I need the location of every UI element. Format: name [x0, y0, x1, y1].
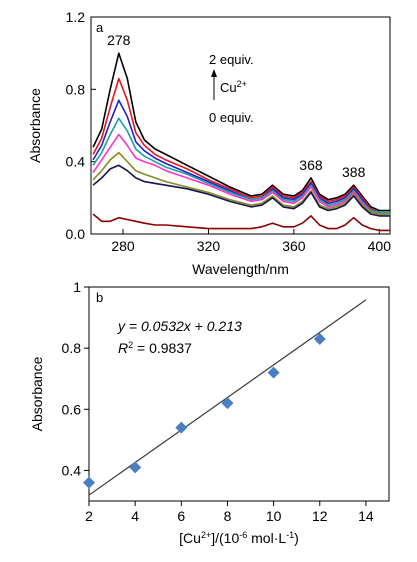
- x-tick-label: 360: [282, 238, 306, 254]
- panel-a-letter: a: [96, 20, 104, 35]
- panel-a-x-ticks: 280 320 360 400: [111, 229, 391, 254]
- spectrum-series-line: [92, 213, 390, 232]
- spectrum-series-line: [92, 77, 390, 214]
- annotation-bottom-label: 0 equiv.: [209, 110, 254, 125]
- y-tick-label: 0.6: [62, 401, 82, 417]
- data-point-marker: [267, 366, 280, 379]
- panel-b-points-group: [83, 332, 326, 489]
- x-tick-label: 280: [111, 238, 135, 254]
- y-tick-label: 0.0: [66, 226, 86, 242]
- panel-b-x-ticks: 2 4 6 8 10 12 14: [85, 501, 374, 524]
- data-point-marker: [129, 461, 142, 474]
- y-tick-label: 0.8: [66, 81, 86, 97]
- panel-b-y-ticks: 0.4 0.6 0.8 1: [62, 279, 89, 478]
- x-tick-label: 4: [131, 508, 139, 524]
- data-point-marker: [221, 397, 234, 410]
- titration-annotation: 2 equiv. Cu2+ 0 equiv.: [209, 52, 254, 125]
- y-tick-label: 1: [73, 279, 81, 295]
- x-tick-label: 14: [358, 508, 374, 524]
- arrow-up-icon: [211, 69, 217, 77]
- panel-a-x-axis-label: Wavelength/nm: [192, 261, 289, 277]
- x-tick-label: 2: [85, 508, 93, 524]
- x-tick-label: 400: [368, 238, 392, 254]
- panel-a-plot-frame: [90, 16, 391, 235]
- y-tick-label: 1.2: [66, 9, 86, 25]
- peak-label-388: 388: [342, 164, 366, 180]
- spectrum-series-line: [92, 133, 390, 215]
- panel-b-letter: b: [96, 290, 103, 305]
- fit-r-squared: R2 = 0.9837: [118, 340, 192, 356]
- panel-b-calibration-chart: 2 4 6 8 10 12 14 0.4 0.6 0.8 1 b y = 0.0532x + 0.…: [29, 279, 390, 546]
- data-point-marker: [175, 421, 188, 434]
- x-tick-label: 320: [197, 238, 221, 254]
- peak-label-278: 278: [107, 32, 131, 48]
- data-point-marker: [313, 332, 326, 345]
- spectrum-series-line: [92, 117, 390, 214]
- y-tick-label: 0.4: [66, 154, 86, 170]
- x-tick-label: 12: [312, 508, 328, 524]
- annotation-ion-label: Cu2+: [220, 79, 247, 95]
- x-tick-label: 10: [266, 508, 282, 524]
- spectrum-series-line: [92, 164, 390, 217]
- fit-equation: y = 0.0532x + 0.213: [117, 318, 242, 334]
- panel-b-plot-frame: [88, 286, 390, 502]
- panel-a-series-group: [92, 52, 390, 232]
- y-tick-label: 0.8: [62, 340, 82, 356]
- data-point-marker: [83, 476, 95, 489]
- annotation-top-label: 2 equiv.: [209, 52, 254, 67]
- x-tick-label: 8: [224, 508, 232, 524]
- y-tick-label: 0.4: [62, 462, 82, 478]
- panel-a-y-ticks: 0.0 0.4 0.8 1.2: [66, 9, 96, 242]
- panel-a-y-axis-label: Absorbance: [27, 88, 43, 163]
- panel-b-y-axis-label: Absorbance: [29, 356, 45, 431]
- spectrum-series-line: [92, 52, 390, 212]
- panel-b-x-axis-label: [Cu2+]/(10-6 mol·L-1): [179, 530, 299, 546]
- panel-a-spectrum-chart: 280 320 360 400 0.00.40.81.2 a 278 368 388 …: [27, 9, 391, 277]
- x-tick-label: 6: [177, 508, 185, 524]
- spectrum-series-line: [92, 151, 390, 215]
- peak-label-368: 368: [299, 157, 323, 173]
